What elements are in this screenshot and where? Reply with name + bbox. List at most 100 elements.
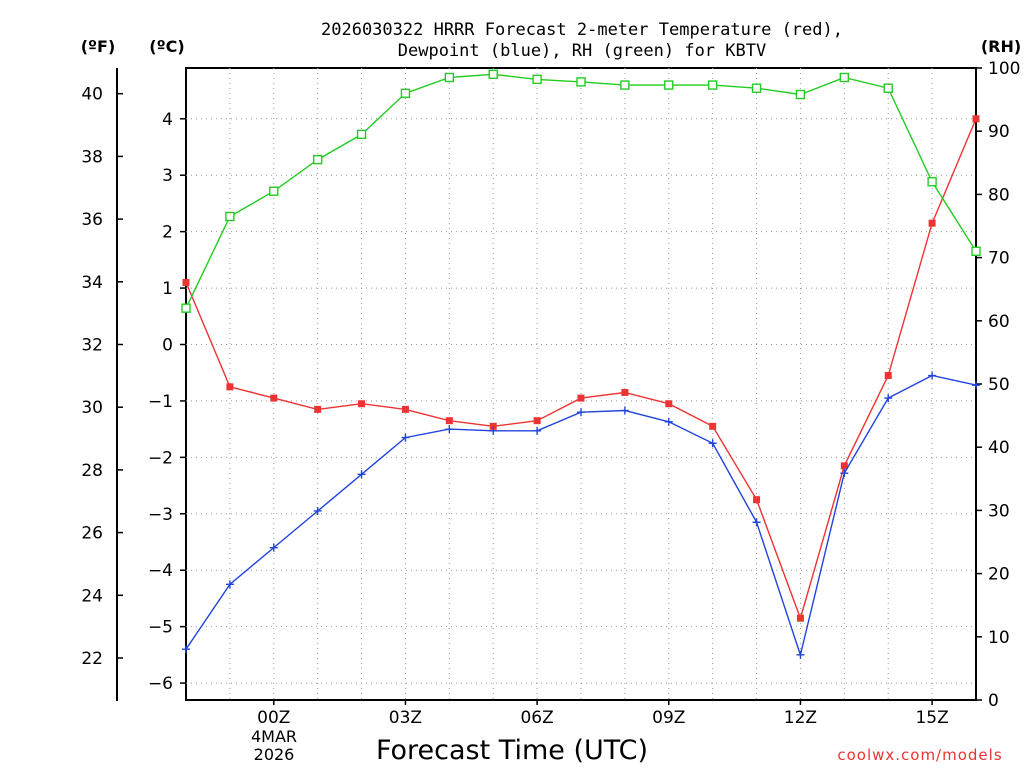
2-meter-temperature-point (401, 405, 409, 413)
dewpoint-point (269, 543, 278, 552)
relative-humidity-point (488, 69, 498, 80)
fahrenheit-unit-label: (ºF) (81, 37, 116, 56)
celsius-tick-label: −1 (148, 392, 173, 412)
relative-humidity-point (883, 83, 893, 93)
relative-humidity-point (620, 80, 630, 90)
2-meter-temperature-point (753, 496, 761, 504)
celsius-tick-label: −4 (148, 561, 173, 581)
fahrenheit-tick-label: 28 (81, 461, 103, 481)
fahrenheit-tick-label: 36 (81, 210, 103, 230)
dewpoint-point (401, 433, 410, 442)
dewpoint-point (445, 425, 454, 434)
relative-humidity-point (971, 246, 981, 256)
x-tick-label: 03Z (389, 708, 422, 728)
relative-humidity-point (269, 186, 279, 196)
relative-humidity-point (795, 89, 806, 100)
dewpoint-point (664, 417, 673, 426)
chart-title-line1: 2026030322 HRRR Forecast 2-meter Tempera… (321, 20, 843, 40)
dewpoint-point (928, 371, 937, 380)
date-label-day: 4MAR (251, 727, 297, 746)
dewpoint-point (752, 518, 761, 527)
fahrenheit-tick-label: 40 (81, 85, 103, 105)
2-meter-temperature-point (577, 394, 585, 402)
2-meter-temperature-point (226, 383, 234, 391)
2-meter-temperature-point (182, 278, 190, 286)
2-meter-temperature-point (445, 417, 453, 425)
dewpoint-point (796, 650, 805, 659)
celsius-tick-label: 1 (162, 279, 173, 299)
relative-humidity-point (356, 129, 367, 140)
relative-humidity-point (839, 72, 850, 83)
2-meter-temperature-point (270, 394, 278, 402)
rh-tick-label: 0 (988, 691, 999, 711)
dewpoint-point (884, 394, 893, 403)
x-tick-label: 12Z (784, 708, 817, 728)
rh-tick-label: 10 (988, 628, 1010, 648)
x-tick-label: 00Z (257, 708, 290, 728)
celsius-tick-label: −5 (148, 618, 173, 638)
2-meter-temperature-point (621, 388, 629, 396)
dewpoint-line (185, 374, 977, 658)
relative-humidity-point (927, 177, 937, 187)
relative-humidity-point (225, 211, 235, 222)
2-meter-temperature-point (314, 405, 322, 413)
dewpoint-point (225, 580, 234, 589)
fahrenheit-tick-label: 32 (81, 336, 103, 356)
x-axis-title: Forecast Time (UTC) (376, 735, 648, 766)
dewpoint-point (577, 408, 585, 417)
dewpoint-point (357, 470, 366, 479)
2-meter-temperature-point (972, 115, 980, 123)
relative-humidity-point (532, 74, 542, 85)
rh-tick-label: 40 (988, 438, 1010, 458)
celsius-tick-label: 3 (162, 166, 173, 186)
fahrenheit-tick-label: 34 (81, 273, 103, 293)
rh-tick-label: 60 (988, 312, 1010, 332)
chart-title-line2: Dewpoint (blue), RH (green) for KBTV (398, 41, 766, 61)
relative-humidity-point (400, 88, 411, 98)
2-meter-temperature-point (665, 400, 673, 408)
x-tick-label: 09Z (652, 708, 685, 728)
fahrenheit-tick-label: 38 (81, 147, 103, 167)
dewpoint-point (620, 406, 629, 415)
dewpoint-point (182, 645, 190, 654)
rh-unit-label: (RH) (981, 37, 1021, 56)
relative-humidity-point (576, 77, 586, 87)
relative-humidity-point (664, 80, 674, 90)
rh-tick-label: 100 (988, 59, 1020, 79)
dewpoint-point (708, 439, 717, 448)
dewpoint-point (533, 426, 542, 435)
celsius-tick-label: 4 (162, 110, 173, 130)
fahrenheit-tick-label: 22 (81, 649, 103, 669)
x-tick-label: 15Z (915, 708, 948, 728)
celsius-tick-label: −3 (148, 505, 173, 525)
grid-lines (186, 68, 976, 700)
2-meter-temperature-point (928, 219, 936, 227)
fahrenheit-tick-label: 24 (81, 586, 103, 606)
dewpoint-point (972, 381, 980, 390)
rh-tick-label: 50 (988, 375, 1010, 395)
2-meter-temperature-point (796, 614, 804, 622)
dewpoint-point (313, 506, 322, 515)
dewpoint-point (840, 469, 849, 478)
celsius-tick-label: −2 (148, 448, 173, 468)
2-meter-temperature-point (709, 422, 717, 430)
2-meter-temperature-point (840, 462, 848, 470)
relative-humidity-point (444, 72, 455, 83)
dewpoint-point (489, 426, 498, 435)
rh-tick-label: 20 (988, 565, 1010, 585)
watermark: coolwx.com/models (837, 746, 1002, 764)
celsius-tick-label: −6 (148, 674, 173, 694)
celsius-tick-label: 2 (162, 223, 173, 243)
x-tick-label: 06Z (520, 708, 553, 728)
celsius-unit-label: (ºC) (149, 37, 184, 56)
relative-humidity-point (181, 303, 191, 313)
relative-humidity-point (751, 83, 762, 93)
2-meter-temperature-point (489, 422, 497, 430)
2-meter-temperature-point (533, 417, 541, 425)
rh-tick-label: 70 (988, 249, 1010, 269)
fahrenheit-tick-label: 26 (81, 524, 103, 544)
relative-humidity-point (707, 80, 718, 90)
fahrenheit-tick-label: 30 (81, 398, 103, 418)
